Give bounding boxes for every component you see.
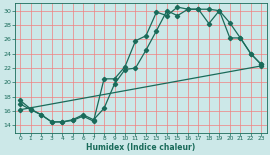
X-axis label: Humidex (Indice chaleur): Humidex (Indice chaleur)	[86, 143, 195, 152]
